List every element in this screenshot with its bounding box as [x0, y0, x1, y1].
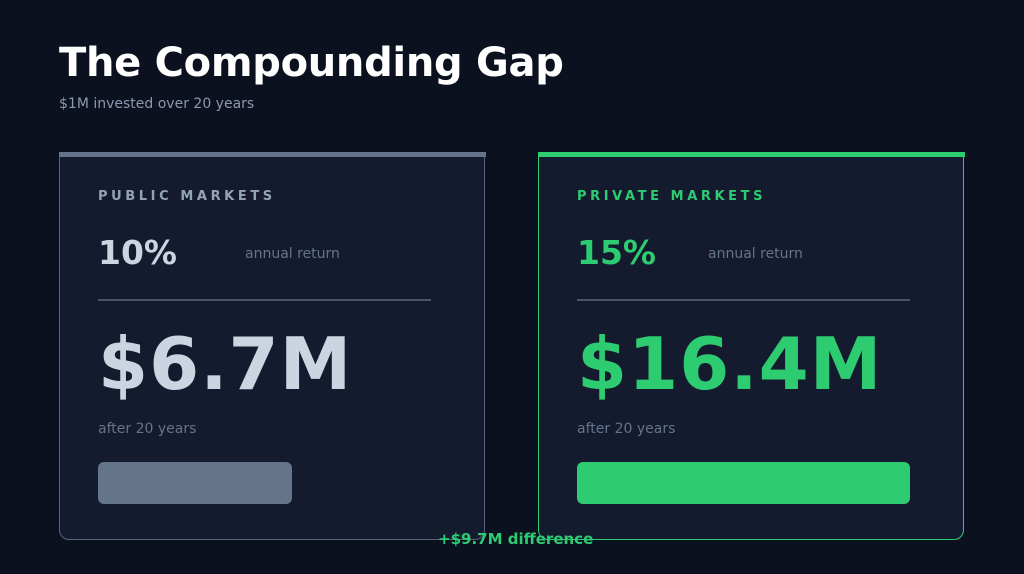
card-accent-bar: [58, 151, 486, 157]
annual-return-caption: annual return: [245, 246, 340, 262]
page-title: The Compounding Gap: [59, 40, 564, 86]
final-amount: $6.7M: [98, 322, 353, 406]
page-subtitle: $1M invested over 20 years: [59, 96, 255, 112]
annual-return-caption: annual return: [708, 246, 803, 262]
value-bar: [577, 462, 910, 504]
card-label: PRIVATE MARKETS: [577, 189, 767, 204]
final-amount-caption: after 20 years: [577, 421, 676, 437]
public-markets-card: PUBLIC MARKETS 10% annual return $6.7M a…: [58, 151, 486, 540]
card-accent-bar: [537, 151, 965, 157]
value-bar: [98, 462, 292, 504]
annual-return-rate: 10%: [98, 233, 177, 272]
private-markets-card: PRIVATE MARKETS 15% annual return $16.4M…: [537, 151, 965, 540]
difference-annotation: +$9.7M difference: [438, 530, 594, 548]
divider: [577, 299, 910, 301]
final-amount: $16.4M: [577, 322, 883, 406]
annual-return-rate: 15%: [577, 233, 656, 272]
divider: [98, 299, 431, 301]
card-label: PUBLIC MARKETS: [98, 189, 276, 204]
final-amount-caption: after 20 years: [98, 421, 197, 437]
